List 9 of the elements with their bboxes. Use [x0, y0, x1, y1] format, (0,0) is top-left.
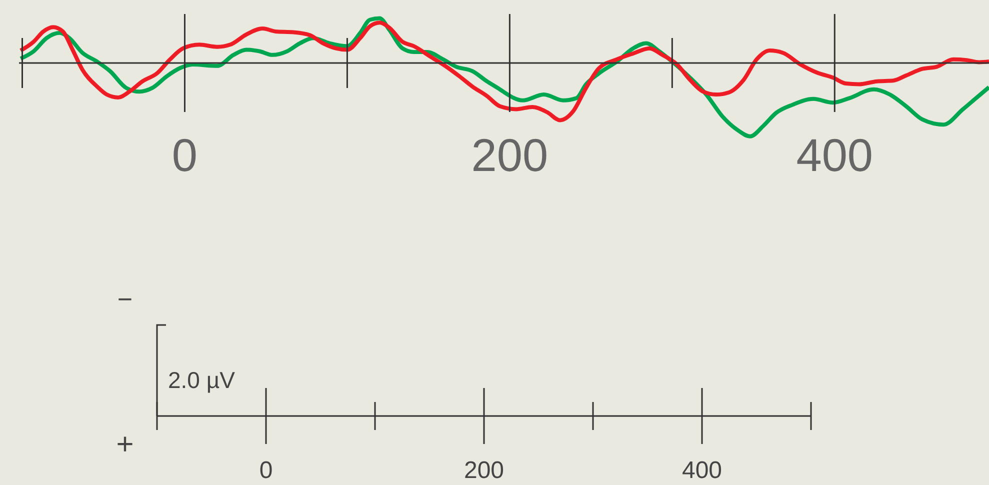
- text: +: [116, 428, 134, 461]
- text: 0: [259, 457, 273, 484]
- x-tick-label: 200: [471, 129, 548, 181]
- x-tick-label: 400: [796, 129, 874, 181]
- text: −: [117, 284, 133, 314]
- text: 2.0 µV: [168, 367, 236, 393]
- text: 400: [682, 457, 722, 484]
- text: 200: [464, 457, 504, 484]
- x-tick-label: 0: [172, 129, 198, 181]
